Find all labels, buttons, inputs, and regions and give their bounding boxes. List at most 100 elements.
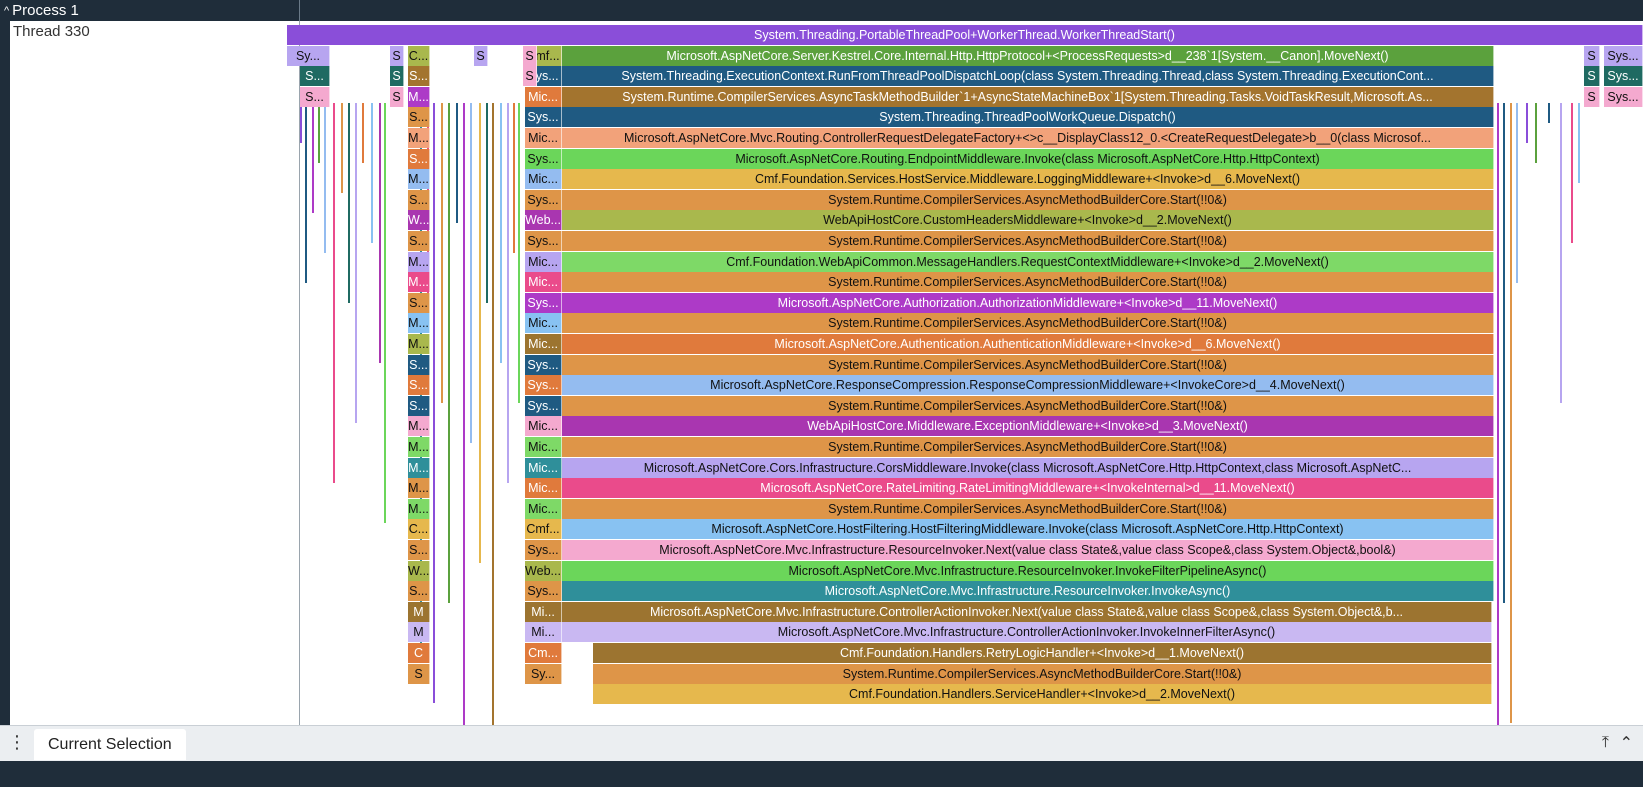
flame-frame[interactable]: M... — [408, 457, 430, 478]
flame-frame[interactable]: Sy... — [525, 663, 562, 684]
flame-frame[interactable]: Sys... — [525, 581, 562, 602]
flame-frame[interactable]: C... — [408, 519, 430, 540]
flame-frame[interactable]: Sys... — [1604, 45, 1643, 66]
flame-frame[interactable]: System.Runtime.CompilerServices.AsyncMet… — [562, 437, 1494, 457]
flame-frame[interactable]: Mic... — [525, 169, 562, 190]
chevron-up-icon[interactable]: ⌃ — [1619, 735, 1633, 752]
flame-frame[interactable]: W... — [408, 210, 430, 231]
tab-current-selection[interactable]: Current Selection — [34, 729, 186, 760]
flame-frame[interactable]: Microsoft.AspNetCore.Authentication.Auth… — [562, 334, 1494, 354]
flame-frame[interactable]: S... — [408, 581, 430, 602]
flame-frame[interactable]: Microsoft.AspNetCore.Cors.Infrastructure… — [562, 457, 1494, 478]
flame-frame[interactable]: Microsoft.AspNetCore.Routing.EndpointMid… — [562, 148, 1494, 169]
flame-frame[interactable]: M... — [408, 169, 430, 190]
flame-frame[interactable]: Cmf.Foundation.WebApiCommon.MessageHandl… — [562, 251, 1494, 272]
flame-frame[interactable]: Microsoft.AspNetCore.Mvc.Routing.Control… — [562, 128, 1494, 148]
flame-frame[interactable]: S... — [408, 231, 430, 251]
flame-frame[interactable]: Microsoft.AspNetCore.Server.Kestrel.Core… — [562, 45, 1494, 66]
flame-frame[interactable]: S... — [408, 189, 430, 210]
pin-to-top-icon[interactable]: ⤒ — [1601, 734, 1609, 751]
flame-frame[interactable]: C... — [408, 45, 430, 66]
flame-frame[interactable]: Sys... — [525, 107, 562, 128]
flame-frame[interactable]: Mic... — [525, 251, 562, 272]
flame-frame[interactable]: Microsoft.AspNetCore.Mvc.Infrastructure.… — [562, 560, 1494, 581]
flame-frame[interactable]: System.Runtime.CompilerServices.AsyncMet… — [562, 498, 1494, 519]
flame-frame[interactable]: Mic... — [525, 128, 562, 148]
flame-frame[interactable]: Cm... — [525, 643, 562, 663]
flame-frame[interactable]: M... — [408, 272, 430, 293]
flame-frame[interactable]: Cmf.Foundation.Services.HostService.Midd… — [562, 169, 1494, 190]
flame-frame[interactable]: Sy... — [287, 45, 330, 66]
flame-frame[interactable]: Mi... — [525, 601, 562, 622]
flame-frame[interactable]: Mic... — [525, 86, 562, 107]
flame-frame[interactable]: Web... — [525, 210, 562, 231]
flame-frame[interactable]: Sys... — [525, 148, 562, 169]
flame-frame[interactable]: S... — [408, 148, 430, 169]
flame-frame[interactable]: System.Runtime.CompilerServices.AsyncMet… — [562, 231, 1494, 251]
flame-frame[interactable]: S... — [408, 292, 430, 313]
flame-frame[interactable]: Sys... — [525, 292, 562, 313]
flame-frame[interactable]: Cmf... — [525, 519, 562, 540]
flame-frame[interactable]: S... — [408, 375, 430, 396]
flame-frame[interactable]: M — [408, 622, 430, 643]
flame-frame[interactable]: Mic... — [525, 437, 562, 457]
flame-frame[interactable]: System.Threading.PortableThreadPool+Work… — [287, 25, 1643, 45]
flame-frame[interactable]: S — [1584, 86, 1600, 107]
flame-frame[interactable]: Cmf.Foundation.Handlers.ServiceHandler+<… — [593, 684, 1492, 705]
flame-frame[interactable]: Microsoft.AspNetCore.Mvc.Infrastructure.… — [562, 540, 1494, 560]
flame-frame[interactable]: System.Runtime.CompilerServices.AsyncMet… — [562, 313, 1494, 334]
flame-frame[interactable]: M... — [408, 334, 430, 354]
flame-frame[interactable]: Sys... — [525, 395, 562, 416]
flame-frame[interactable]: Mic... — [525, 313, 562, 334]
flame-frame[interactable]: S... — [408, 66, 430, 87]
flame-frame[interactable]: Microsoft.AspNetCore.RateLimiting.RateLi… — [562, 478, 1494, 499]
flame-frame[interactable]: S — [390, 66, 404, 87]
flame-frame[interactable]: S... — [408, 107, 430, 128]
flame-frame[interactable]: System.Runtime.CompilerServices.AsyncMet… — [562, 189, 1494, 210]
flame-frame[interactable]: Microsoft.AspNetCore.Mvc.Infrastructure.… — [562, 622, 1492, 643]
flame-frame[interactable]: Microsoft.AspNetCore.Authorization.Autho… — [562, 292, 1494, 313]
flame-frame[interactable]: System.Runtime.CompilerServices.AsyncMet… — [562, 395, 1494, 416]
flame-frame[interactable]: System.Runtime.CompilerServices.AsyncMet… — [562, 354, 1494, 375]
flame-frame[interactable]: S — [474, 45, 488, 66]
flame-frame[interactable]: S — [390, 86, 404, 107]
flame-frame[interactable]: Mic... — [525, 457, 562, 478]
flame-frame[interactable]: Mic... — [525, 498, 562, 519]
flame-frame[interactable]: Sys... — [525, 354, 562, 375]
flame-frame[interactable]: S — [1584, 45, 1600, 66]
flame-frame[interactable]: Microsoft.AspNetCore.Mvc.Infrastructure.… — [562, 601, 1492, 622]
flame-frame[interactable]: Mic... — [525, 416, 562, 437]
flame-frame[interactable]: S... — [300, 66, 330, 87]
flame-frame[interactable]: System.Runtime.CompilerServices.AsyncMet… — [593, 663, 1492, 684]
flame-frame[interactable]: System.Threading.ThreadPoolWorkQueue.Dis… — [562, 107, 1494, 128]
flame-frame[interactable]: M... — [408, 498, 430, 519]
flame-frame[interactable]: S... — [408, 395, 430, 416]
flame-frame[interactable]: M... — [408, 86, 430, 107]
flame-frame[interactable]: Cmf.Foundation.Handlers.RetryLogicHandle… — [593, 643, 1492, 663]
more-vertical-icon[interactable]: ⋮ — [8, 732, 26, 752]
flame-frame[interactable]: Microsoft.AspNetCore.Mvc.Infrastructure.… — [562, 581, 1494, 602]
flame-frame[interactable]: Microsoft.AspNetCore.ResponseCompression… — [562, 375, 1494, 396]
flame-frame[interactable]: M... — [408, 313, 430, 334]
flame-frame[interactable]: C — [408, 643, 430, 663]
flame-frame[interactable]: S... — [408, 354, 430, 375]
flame-frame[interactable]: Sys... — [1604, 86, 1643, 107]
flame-frame[interactable]: Microsoft.AspNetCore.HostFiltering.HostF… — [562, 519, 1494, 540]
flame-frame[interactable]: Sys... — [525, 540, 562, 560]
flame-frame[interactable]: W... — [408, 560, 430, 581]
flame-frame[interactable]: S — [390, 45, 404, 66]
flame-graph[interactable]: System.Threading.PortableThreadPool+Work… — [0, 21, 1643, 725]
flame-frame[interactable]: Sys... — [525, 375, 562, 396]
flame-frame[interactable]: M... — [408, 128, 430, 148]
flame-frame[interactable]: System.Runtime.CompilerServices.AsyncTas… — [562, 86, 1494, 107]
flame-frame[interactable]: S — [1584, 66, 1600, 87]
flame-frame[interactable]: Mic... — [525, 478, 562, 499]
flame-frame[interactable]: M... — [408, 251, 430, 272]
flame-frame[interactable]: S... — [300, 86, 330, 107]
flame-frame[interactable]: System.Runtime.CompilerServices.AsyncMet… — [562, 272, 1494, 293]
flame-frame[interactable]: M — [408, 601, 430, 622]
flame-frame[interactable]: Sys... — [1604, 66, 1643, 87]
flame-frame[interactable]: S — [523, 66, 537, 87]
flame-frame[interactable]: Sys... — [525, 231, 562, 251]
flame-frame[interactable]: M... — [408, 437, 430, 457]
